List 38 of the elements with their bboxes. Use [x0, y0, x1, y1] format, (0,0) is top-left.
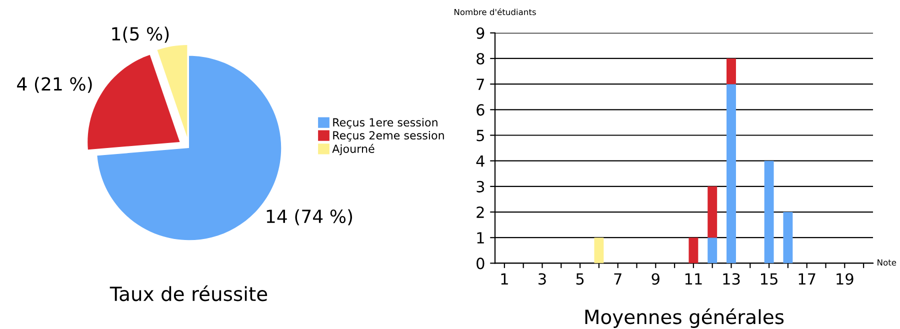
bar	[708, 186, 718, 238]
x-tick-label: 9	[652, 273, 660, 285]
bar	[726, 58, 736, 84]
x-tick-label: 7	[614, 273, 622, 285]
bar	[688, 238, 698, 264]
x-tick-label: 19	[836, 273, 854, 285]
bar	[708, 238, 718, 264]
y-tick-label: 4	[476, 156, 484, 167]
text: Taux de réussite	[110, 285, 268, 302]
x-tick-label: 15	[761, 273, 778, 285]
y-tick-label: 2	[476, 206, 484, 218]
y-axis-title: Nombre d'étudiants	[454, 8, 536, 16]
x-axis-title: Note	[878, 259, 896, 266]
y-tick-label: 0	[476, 258, 484, 270]
data-label: 4 (21 %)	[17, 76, 92, 93]
data-label: 1(5 %)	[112, 26, 169, 43]
legend-label: Reçus 1ere session	[333, 118, 438, 129]
bar	[726, 84, 736, 264]
y-tick-label: 3	[476, 180, 484, 192]
bar	[764, 160, 774, 264]
bar	[594, 238, 604, 264]
y-tick-label: 8	[476, 52, 484, 65]
y-tick-label: 5	[476, 130, 484, 142]
x-tick-label: 3	[538, 273, 546, 285]
data-label: 14 (74 %)	[266, 209, 352, 226]
legend-label: Ajourné	[332, 144, 374, 156]
x-tick-label: 5	[576, 273, 584, 285]
text: Moyennes générales	[585, 308, 784, 328]
x-tick-label: 13	[723, 273, 740, 285]
x-tick-label: 11	[685, 273, 702, 285]
y-tick-label: 6	[476, 104, 484, 116]
y-tick-label: 9	[476, 27, 484, 39]
x-tick-label: 1	[501, 273, 508, 285]
bar	[783, 212, 793, 264]
x-tick-label: 17	[798, 273, 816, 285]
legend-label: Reçus 2eme session	[333, 130, 444, 142]
y-tick-label: 1	[477, 232, 484, 244]
y-tick-label: 7	[476, 78, 484, 90]
